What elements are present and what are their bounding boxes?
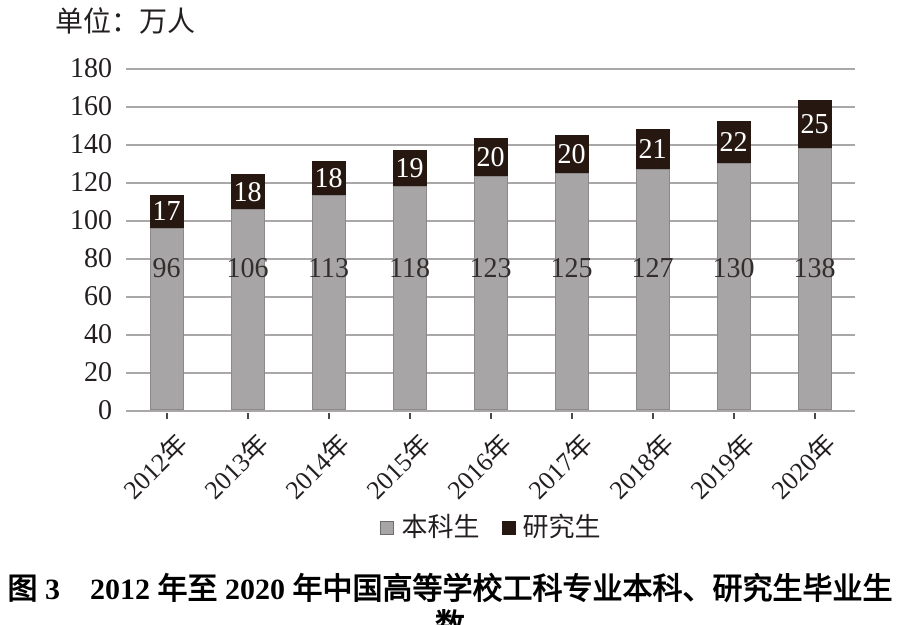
undergraduate-value-label: 96 (152, 253, 181, 284)
bar-undergraduate-segment (554, 172, 589, 410)
graduate-value-label: 17 (152, 196, 181, 228)
bar-graduate-segment (716, 121, 751, 163)
x-axis-tick (165, 413, 168, 419)
graduate-value-label: 20 (476, 142, 505, 174)
graduate-value-label: 21 (638, 133, 667, 165)
y-axis-label: 100 (70, 205, 112, 236)
bar-graduate-segment (473, 138, 508, 177)
legend: 本科生 研究生 (126, 514, 855, 542)
bar-undergraduate-segment (149, 227, 184, 410)
bar-graduate-segment (149, 195, 184, 228)
x-axis-tick (489, 413, 492, 419)
x-axis-tick (651, 413, 654, 419)
bar-graduate-segment (554, 134, 589, 173)
bar-graduate-segment (311, 161, 346, 196)
x-axis-tick (813, 413, 816, 419)
undergraduate-value-label: 127 (631, 253, 674, 284)
x-axis-tick (246, 413, 249, 419)
graduate-value-label: 20 (557, 138, 586, 170)
undergraduate-value-label: 123 (469, 253, 512, 284)
y-axis-label: 120 (70, 167, 112, 198)
bar-undergraduate-segment (797, 147, 832, 410)
bar-undergraduate-segment (311, 195, 346, 410)
plot-area: 96 17 2012年 106 18 2013年 113 18 2014年 118 19 2015年 1… (117, 68, 855, 505)
y-axis-label: 160 (70, 91, 112, 122)
bar-graduate-segment (797, 100, 832, 148)
graduate-value-label: 22 (719, 127, 748, 159)
gridline (126, 106, 855, 108)
bar-undergraduate-segment (716, 163, 751, 410)
graduate-value-label: 18 (233, 176, 262, 208)
graduate-value-label: 25 (800, 109, 829, 141)
undergraduate-value-label: 106 (226, 253, 269, 284)
legend-item-graduate: 研究生 (501, 513, 601, 542)
legend-item-undergraduate: 本科生 (380, 513, 480, 542)
y-axis-label: 40 (84, 319, 112, 350)
bar-undergraduate-segment (230, 208, 265, 410)
undergraduate-value-label: 113 (308, 253, 349, 284)
y-axis-label: 60 (84, 281, 112, 312)
graduate-value-label: 19 (395, 152, 424, 184)
x-axis-tick (570, 413, 573, 419)
y-axis-label: 180 (70, 53, 112, 84)
bar-graduate-segment (635, 128, 670, 169)
gridline (126, 410, 855, 412)
y-axis-label: 0 (98, 395, 112, 426)
gridline (126, 68, 855, 70)
x-axis-tick (408, 413, 411, 419)
graduate-legend-label: 研究生 (522, 513, 601, 542)
figure-caption: 图 3 2012 年至 2020 年中国高等学校工科专业本科、研究生毕业生数 (7, 573, 893, 625)
bar-graduate-segment (392, 149, 427, 186)
y-axis-label: 20 (84, 357, 112, 388)
undergraduate-legend-label: 本科生 (401, 513, 480, 542)
bar-undergraduate-segment (473, 176, 508, 410)
graduate-value-label: 18 (314, 163, 343, 195)
undergraduate-swatch (380, 521, 395, 535)
bar-undergraduate-segment (635, 168, 670, 410)
unit-label: 单位：万人 (55, 7, 196, 38)
y-axis-label: 80 (84, 243, 112, 274)
graduate-swatch (501, 521, 516, 535)
x-axis-tick (732, 413, 735, 419)
undergraduate-value-label: 118 (389, 253, 430, 284)
undergraduate-value-label: 138 (793, 253, 836, 284)
undergraduate-value-label: 130 (712, 253, 755, 284)
undergraduate-value-label: 125 (550, 253, 593, 284)
bar-undergraduate-segment (392, 185, 427, 410)
bar-graduate-segment (230, 174, 265, 209)
y-axis-label: 140 (70, 129, 112, 160)
x-axis-tick (327, 413, 330, 419)
